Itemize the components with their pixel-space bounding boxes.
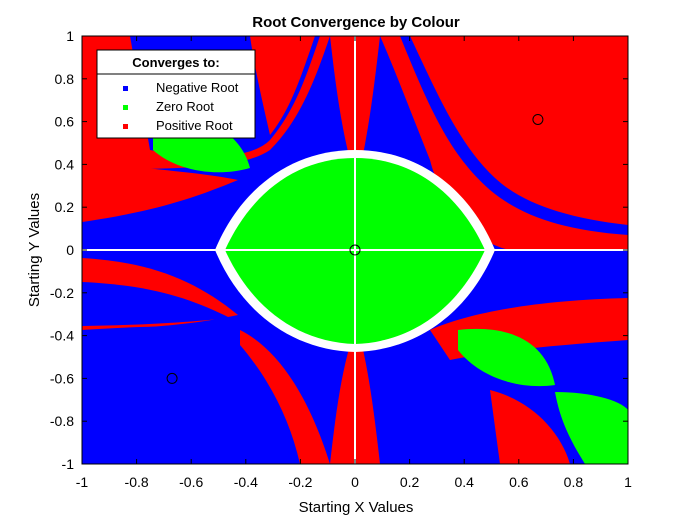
x-tick-label: -0.6	[179, 474, 203, 490]
x-axis-label: Starting X Values	[299, 499, 414, 516]
y-tick-label: 0.4	[55, 156, 75, 172]
x-tick-label: -0.2	[288, 474, 312, 490]
legend: Converges to: Negative Root Zero Root Po…	[97, 50, 255, 138]
x-tick-label: 0	[351, 474, 359, 490]
x-tick-label: 1	[624, 474, 632, 490]
y-tick-label: -0.4	[50, 328, 74, 344]
y-tick-label: 1	[66, 28, 74, 44]
legend-title: Converges to:	[132, 55, 219, 70]
x-tick-label: -0.8	[125, 474, 149, 490]
x-tick-label: 0.6	[509, 474, 529, 490]
y-tick-label: 0.8	[55, 71, 75, 87]
legend-swatch-negative	[123, 86, 128, 91]
y-tick-label: -1	[62, 456, 75, 472]
y-tick-label: -0.6	[50, 370, 74, 386]
y-tick-label: 0.2	[55, 199, 75, 215]
legend-label-positive: Positive Root	[156, 118, 233, 133]
x-tick-label: 0.8	[564, 474, 584, 490]
legend-swatch-zero	[123, 105, 128, 110]
x-tick-label: -0.4	[234, 474, 258, 490]
y-tick-label: -0.2	[50, 285, 74, 301]
x-tick-label: -1	[76, 474, 89, 490]
y-axis-label: Starting Y Values	[26, 193, 43, 307]
legend-label-zero: Zero Root	[156, 99, 214, 114]
chart-title: Root Convergence by Colour	[252, 14, 460, 31]
x-tick-label: 0.4	[454, 474, 474, 490]
x-tick-label: 0.2	[400, 474, 420, 490]
y-tick-label: 0.6	[55, 114, 75, 130]
y-tick-label: 0	[66, 242, 74, 258]
legend-label-negative: Negative Root	[156, 80, 239, 95]
legend-swatch-positive	[123, 124, 128, 129]
y-tick-label: -0.8	[50, 413, 74, 429]
